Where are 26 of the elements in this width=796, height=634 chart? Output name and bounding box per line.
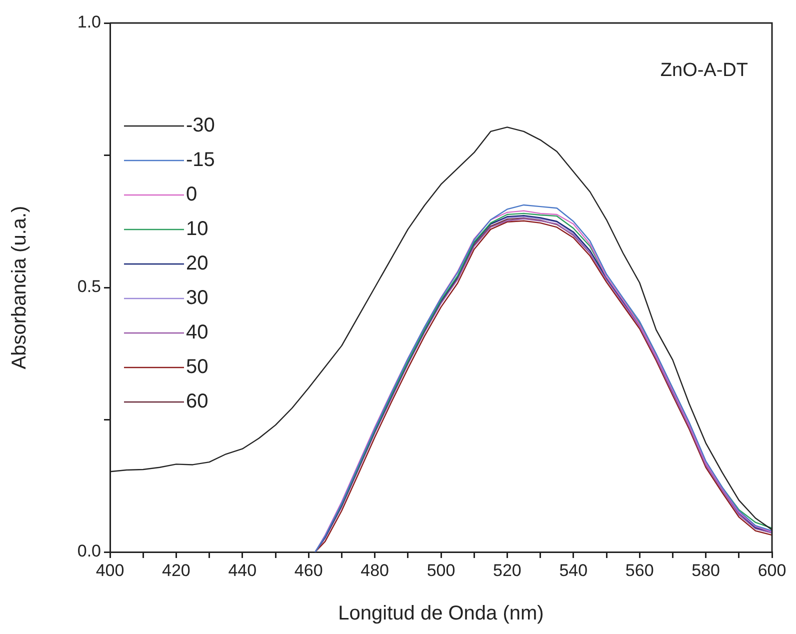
legend-label: -30 (186, 114, 215, 137)
legend-label: 40 (186, 322, 208, 344)
x-tick-label: 500 (426, 560, 456, 580)
x-tick-label: 540 (559, 560, 588, 580)
x-tick-label: 460 (294, 560, 323, 580)
annotation: ZnO-A-DT (660, 60, 748, 82)
legend-label: 20 (186, 252, 208, 275)
x-axis-title: Longitud de Onda (nm) (338, 602, 544, 625)
y-tick-label: 0.0 (77, 542, 101, 561)
y-axis-title: Absorbancia (u.a.) (8, 206, 31, 370)
x-tick-label: 520 (493, 560, 522, 580)
legend-label: 0 (186, 184, 198, 206)
x-tick-label: 440 (228, 560, 257, 580)
legend-label: 50 (186, 356, 208, 378)
y-tick-label: 0.5 (77, 277, 101, 296)
x-tick-label: 480 (360, 560, 389, 580)
y-tick-label: 1.0 (77, 12, 101, 32)
legend-label: 10 (186, 218, 208, 240)
x-tick-label: 420 (162, 560, 190, 580)
x-tick-label: 400 (96, 560, 124, 580)
legend-label: 30 (186, 287, 208, 310)
x-tick-label: 580 (692, 560, 720, 580)
legend-label: 60 (186, 390, 208, 413)
x-tick-label: 600 (758, 560, 786, 580)
x-tick-label: 560 (625, 560, 654, 580)
legend-label: -15 (186, 149, 215, 172)
